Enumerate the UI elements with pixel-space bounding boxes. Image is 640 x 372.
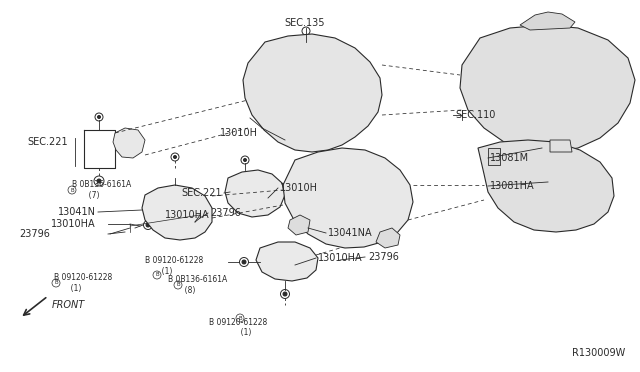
Text: 13041N: 13041N: [58, 207, 96, 217]
Text: R130009W: R130009W: [572, 348, 625, 358]
Circle shape: [97, 115, 100, 119]
Circle shape: [283, 292, 287, 296]
Text: 13010H: 13010H: [280, 183, 318, 193]
Text: 13010HA: 13010HA: [165, 210, 210, 220]
Circle shape: [146, 223, 150, 227]
Text: B: B: [155, 273, 159, 278]
Text: B 09120-61228
       (1): B 09120-61228 (1): [209, 318, 267, 337]
Polygon shape: [550, 140, 572, 152]
Text: 23796: 23796: [19, 229, 50, 239]
Text: 23796: 23796: [368, 252, 399, 262]
Circle shape: [97, 179, 101, 183]
Polygon shape: [243, 34, 382, 152]
Text: B: B: [238, 315, 242, 321]
Text: B: B: [70, 187, 74, 192]
Polygon shape: [376, 228, 400, 248]
Polygon shape: [256, 242, 318, 281]
Text: B 09120-61228
       (1): B 09120-61228 (1): [54, 273, 112, 293]
Text: FRONT: FRONT: [52, 300, 85, 310]
Polygon shape: [460, 25, 635, 152]
Text: B 0B136-6161A
       (7): B 0B136-6161A (7): [72, 180, 131, 200]
Text: 13010HA: 13010HA: [51, 219, 96, 229]
Text: B: B: [176, 282, 180, 288]
Text: SEC.221: SEC.221: [181, 188, 222, 198]
Polygon shape: [478, 140, 614, 232]
Text: SEC.135: SEC.135: [285, 18, 325, 28]
Text: 13041NA: 13041NA: [328, 228, 372, 238]
Circle shape: [243, 158, 246, 161]
Text: SEC.221: SEC.221: [28, 137, 68, 147]
Text: 23796: 23796: [210, 208, 241, 218]
Polygon shape: [142, 185, 212, 240]
Circle shape: [242, 260, 246, 264]
Text: B 0B136-6161A
       (8): B 0B136-6161A (8): [168, 275, 227, 295]
Text: B 09120-61228
       (1): B 09120-61228 (1): [145, 256, 204, 276]
Polygon shape: [520, 12, 575, 30]
Polygon shape: [113, 128, 145, 158]
Polygon shape: [225, 170, 285, 217]
Text: 13010H: 13010H: [220, 128, 258, 138]
Polygon shape: [288, 215, 310, 235]
Text: 13081HA: 13081HA: [490, 181, 534, 191]
Text: 13010HA: 13010HA: [318, 253, 363, 263]
Text: 13081M: 13081M: [490, 153, 529, 163]
Polygon shape: [283, 148, 413, 248]
Circle shape: [173, 155, 177, 158]
Polygon shape: [488, 148, 500, 165]
Text: B: B: [54, 280, 58, 285]
Text: SEC.110: SEC.110: [455, 110, 495, 120]
